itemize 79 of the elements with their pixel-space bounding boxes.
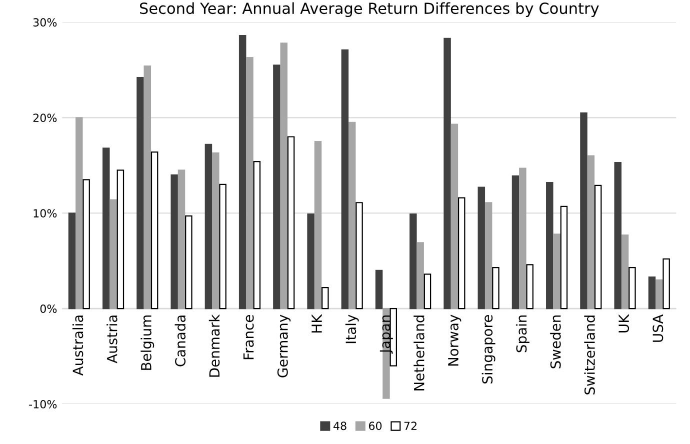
- x-tick-label: Spain: [516, 315, 530, 352]
- bar: [178, 170, 186, 310]
- bar: [246, 56, 254, 310]
- bar: [341, 49, 349, 310]
- x-tick-label: France: [243, 315, 254, 360]
- bar: [492, 266, 500, 310]
- bar: [484, 202, 492, 310]
- y-tick-label: 30%: [33, 18, 57, 27]
- y-tick-label: 20%: [33, 114, 57, 122]
- y-tick-label: -10%: [29, 400, 57, 408]
- x-tick-label: UK: [618, 314, 630, 332]
- bar: [594, 184, 602, 310]
- bar: [102, 148, 110, 310]
- y-tick-label: 10%: [34, 209, 57, 218]
- bar: [560, 206, 568, 310]
- bar: [356, 202, 363, 310]
- bar: [450, 124, 458, 310]
- x-tick-label: Switzerland: [584, 316, 595, 394]
- bar: [553, 234, 560, 310]
- x-tick-label: HK: [312, 314, 322, 332]
- bar: [170, 174, 178, 310]
- bar: [628, 266, 636, 310]
- bar: [204, 144, 212, 310]
- bar: [287, 136, 295, 310]
- bar: [424, 274, 432, 310]
- bar: [614, 162, 622, 310]
- bar: [68, 212, 76, 310]
- legend-label: 60: [368, 422, 382, 430]
- y-tick-label: 0%: [40, 304, 57, 313]
- x-tick-label: Denmark: [208, 314, 220, 377]
- bar: [662, 258, 670, 310]
- legend-label: 72: [404, 422, 416, 430]
- x-tick-label: Sweden: [550, 315, 561, 368]
- chart-title: Second Year: Annual Average Return Differences by Country: [140, 2, 599, 18]
- bar: [219, 184, 226, 310]
- bar: [458, 197, 466, 310]
- bar: [410, 214, 417, 310]
- bar: [136, 77, 144, 310]
- x-tick-label: Netherland: [414, 316, 424, 390]
- x-tick-label: Japan: [380, 315, 393, 354]
- bar: [416, 242, 424, 310]
- bar: [238, 35, 246, 310]
- bar: [273, 64, 280, 310]
- bar: [322, 287, 329, 310]
- bar: [587, 155, 595, 310]
- x-tick-label: Belgium: [140, 315, 154, 370]
- bar: [314, 140, 322, 310]
- bar: [580, 112, 588, 310]
- bar: [144, 66, 152, 310]
- bar: [212, 152, 220, 310]
- bar: [116, 170, 124, 310]
- bar: [348, 122, 356, 310]
- bar: [444, 38, 451, 310]
- x-tick-label: Germany: [277, 314, 291, 378]
- bar: [526, 264, 534, 310]
- bar: [546, 182, 554, 310]
- bar: [110, 199, 117, 310]
- bar: [375, 270, 383, 310]
- x-tick-label: Singapore: [482, 315, 496, 384]
- x-tick-label: Italy: [345, 314, 359, 344]
- bar: [478, 186, 486, 310]
- bar: [512, 175, 520, 310]
- x-tick-label: Norway: [448, 314, 462, 366]
- bar: [150, 151, 158, 310]
- bar: [185, 215, 192, 310]
- x-tick-label: Australia: [72, 316, 84, 376]
- x-tick-label: USA: [652, 314, 664, 342]
- x-tick-label: Canada: [174, 316, 186, 366]
- bar: [307, 214, 314, 310]
- legend-label: 48: [333, 422, 346, 430]
- bar: [82, 179, 90, 310]
- bar: [656, 279, 663, 310]
- bar: [76, 117, 83, 310]
- bar: [519, 168, 526, 310]
- bar: [648, 276, 656, 310]
- bar: [280, 42, 288, 310]
- x-tick-label: Austria: [106, 316, 118, 364]
- bar: [253, 161, 261, 310]
- bar: [621, 234, 629, 310]
